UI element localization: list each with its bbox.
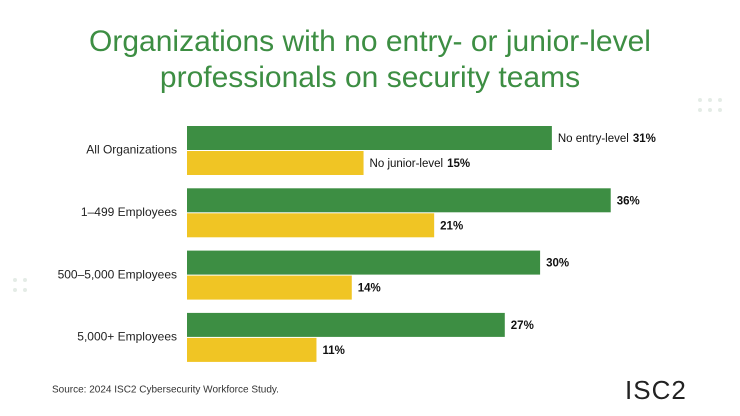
value-label: 30% xyxy=(546,258,569,270)
bar xyxy=(187,188,611,213)
category-label: 5,000+ Employees xyxy=(77,330,177,344)
value-text: 14% xyxy=(358,283,381,295)
value-label: 14% xyxy=(358,283,381,295)
legend-label: No junior-level xyxy=(370,158,444,170)
bar xyxy=(187,151,364,175)
decor xyxy=(13,98,722,292)
value-label: 27% xyxy=(511,320,534,332)
value-text: 27% xyxy=(511,320,534,332)
value-text: 36% xyxy=(617,195,640,207)
bar xyxy=(187,275,352,300)
category-label: 1–499 Employees xyxy=(81,205,177,219)
value-text: 15% xyxy=(447,158,470,170)
value-label: 36% xyxy=(617,195,640,207)
category-label: All Organizations xyxy=(86,143,177,157)
category-label: 500–5,000 Employees xyxy=(58,267,177,281)
value-label: No entry-level 31% xyxy=(558,133,656,145)
bar xyxy=(187,312,505,337)
legend-label: No entry-level xyxy=(558,133,629,145)
bar xyxy=(187,337,317,362)
value-text: 11% xyxy=(322,345,344,357)
source: Source: 2024 ISC2 Cybersecurity Workforc… xyxy=(52,385,279,396)
logo: ISC2 xyxy=(625,375,687,405)
chart-title: Organizations with no entry- or junior-l… xyxy=(89,25,651,94)
value-label: No junior-level 15% xyxy=(370,158,471,170)
value-label: 21% xyxy=(440,220,463,232)
value-text: 31% xyxy=(633,133,656,145)
bar xyxy=(187,213,435,238)
bar xyxy=(187,250,541,275)
value-text: 21% xyxy=(440,220,463,232)
value-label: 11% xyxy=(322,345,344,357)
value-text: 30% xyxy=(546,258,569,270)
bar xyxy=(187,126,552,150)
